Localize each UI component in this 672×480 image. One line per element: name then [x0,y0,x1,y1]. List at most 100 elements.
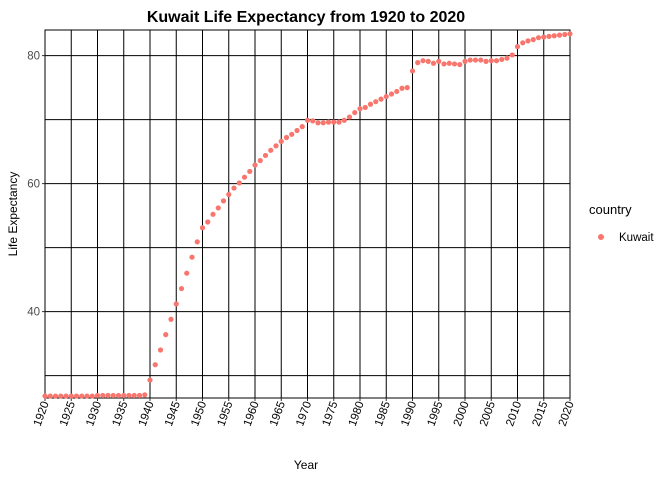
data-point-2015 [541,34,547,40]
chart-title: Kuwait Life Expectancy from 1920 to 2020 [147,9,465,26]
data-points [42,31,573,399]
data-point-1955 [226,191,232,198]
legend-label-kuwait: Kuwait [619,232,654,244]
data-point-1939 [142,392,148,398]
data-point-1935 [121,392,127,399]
data-point-1929 [89,393,95,399]
data-point-2000 [462,58,468,64]
data-point-1949 [194,239,200,245]
data-point-1931 [100,392,106,399]
data-point-1966 [283,134,290,141]
data-point-1952 [210,211,216,217]
data-point-2003 [478,57,484,63]
data-point-1945 [173,301,179,307]
data-point-1964 [273,143,279,149]
data-point-1954 [220,198,227,204]
data-point-1933 [110,392,116,399]
data-point-1986 [388,91,395,97]
data-point-1972 [315,120,321,126]
data-point-1956 [231,185,237,191]
data-point-2019 [562,31,568,38]
data-point-1975 [331,119,337,125]
data-point-2013 [530,37,536,43]
data-point-1958 [241,174,248,180]
data-point-1920 [42,393,48,399]
data-point-1974 [325,119,332,125]
data-point-1922 [52,393,59,399]
data-point-1924 [63,393,69,399]
data-point-1932 [105,392,111,399]
data-point-1927 [79,393,85,399]
data-point-2005 [488,58,494,64]
data-point-1957 [236,180,242,186]
data-point-1987 [394,88,400,95]
data-point-1993 [425,58,431,64]
data-point-1988 [399,85,405,91]
data-point-1968 [294,127,300,134]
data-point-1998 [451,61,458,67]
data-point-2014 [535,35,542,41]
data-point-2006 [493,58,500,64]
data-point-1944 [168,316,174,322]
data-point-2001 [467,57,473,63]
data-point-1992 [420,58,426,64]
data-point-1940 [147,377,153,383]
data-point-1977 [341,117,347,123]
data-point-1996 [441,61,447,67]
x-axis-label: Year [294,458,318,472]
legend-title: country [589,202,632,217]
data-point-1941 [152,362,158,368]
data-point-1960 [252,162,258,168]
data-point-1950 [199,225,206,231]
legend-key-kuwait [598,234,604,240]
data-point-2020 [567,31,573,37]
data-point-2004 [483,58,489,64]
data-point-1925 [68,393,74,399]
data-point-1991 [415,60,421,66]
data-point-1994 [430,60,437,66]
y-tick-label-60: 60 [27,179,40,191]
data-point-1963 [268,147,274,153]
data-point-1973 [320,120,326,126]
data-point-2012 [525,38,531,44]
data-point-1953 [215,205,221,211]
data-point-1995 [436,58,442,64]
data-point-1921 [47,393,53,399]
data-point-1961 [257,157,263,164]
data-point-1942 [157,347,164,353]
y-axis-label: Life Expectancy [6,172,20,257]
data-point-2018 [556,32,563,38]
data-point-1930 [94,392,101,399]
data-point-1989 [404,85,410,91]
y-axis-ticks: 40 60 80 [27,51,45,319]
data-point-1979 [352,109,358,116]
data-point-1970 [304,117,311,123]
data-point-1937 [131,392,137,399]
data-point-1985 [383,93,389,100]
data-point-2010 [514,44,521,50]
legend: country Kuwait [589,202,654,244]
data-point-1978 [346,114,353,120]
data-point-1967 [289,131,295,137]
y-tick-label-40: 40 [27,307,40,319]
data-point-2007 [499,56,505,63]
data-point-1923 [58,393,64,399]
data-point-2002 [472,57,479,63]
data-point-1936 [126,392,132,399]
data-point-2017 [551,33,557,39]
data-point-1981 [362,104,368,111]
data-point-1946 [178,285,185,292]
data-point-1938 [136,392,143,399]
data-point-1999 [457,61,463,68]
data-point-2009 [509,52,515,58]
data-point-1948 [189,254,195,260]
data-point-1983 [373,99,379,105]
data-point-1947 [184,270,190,276]
data-point-1928 [84,393,90,399]
data-point-1997 [446,60,452,66]
data-point-2011 [520,40,526,46]
data-point-1965 [278,138,284,144]
data-point-1982 [367,101,374,107]
data-point-1984 [378,96,384,102]
